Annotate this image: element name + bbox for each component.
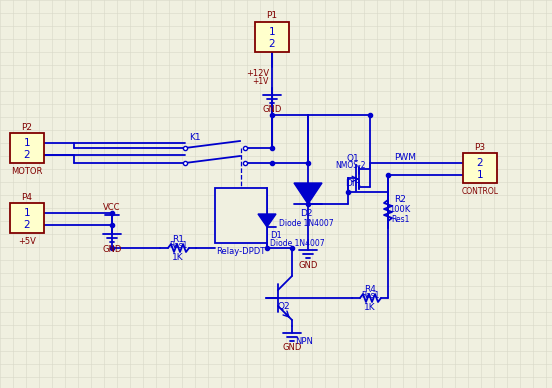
Text: +5V: +5V — [18, 237, 36, 246]
Text: R4: R4 — [364, 284, 376, 293]
Text: 100K: 100K — [389, 206, 411, 215]
Text: NPN: NPN — [295, 336, 313, 345]
Text: GND: GND — [298, 260, 318, 270]
Text: K1: K1 — [189, 133, 201, 142]
Text: R1: R1 — [172, 234, 184, 244]
Bar — [10, 203, 44, 233]
Text: 2: 2 — [477, 158, 484, 168]
Text: Res1: Res1 — [169, 241, 187, 251]
Text: 2: 2 — [269, 39, 275, 49]
Text: 2: 2 — [24, 150, 30, 160]
Text: NMOS-2: NMOS-2 — [335, 161, 365, 170]
Text: P2: P2 — [22, 123, 33, 132]
Text: Relay-DPDT: Relay-DPDT — [216, 246, 266, 256]
Text: VCC: VCC — [103, 203, 121, 213]
Text: Q1: Q1 — [347, 154, 359, 163]
Text: 1K: 1K — [364, 303, 376, 312]
Text: P4: P4 — [22, 192, 33, 201]
Text: Res1: Res1 — [391, 215, 409, 225]
Text: MOTOR: MOTOR — [11, 166, 43, 175]
Text: Diode 1N4007: Diode 1N4007 — [270, 239, 325, 248]
Text: Res1: Res1 — [361, 291, 379, 300]
Text: GND: GND — [102, 244, 121, 253]
Bar — [10, 133, 44, 163]
Polygon shape — [258, 214, 276, 227]
Text: 1: 1 — [477, 170, 484, 180]
Bar — [255, 22, 289, 52]
Text: D2: D2 — [300, 210, 312, 218]
Text: +12V: +12V — [246, 69, 269, 78]
Text: D1: D1 — [270, 230, 282, 239]
Text: Q2: Q2 — [278, 301, 290, 310]
Text: +1V: +1V — [253, 78, 269, 87]
Text: 1K: 1K — [172, 253, 184, 263]
Text: P3: P3 — [474, 142, 486, 151]
Bar — [215, 188, 267, 243]
Text: R2: R2 — [394, 196, 406, 204]
Polygon shape — [294, 183, 322, 204]
Text: 2: 2 — [24, 220, 30, 230]
Text: GND: GND — [262, 106, 282, 114]
Text: P1: P1 — [267, 12, 278, 21]
Bar — [463, 153, 497, 183]
Text: 1: 1 — [24, 208, 30, 218]
Text: 1: 1 — [24, 138, 30, 148]
Text: GND: GND — [282, 343, 302, 353]
Text: DIR: DIR — [345, 178, 361, 187]
Text: PWM: PWM — [394, 154, 416, 163]
Text: Diode 1N4007: Diode 1N4007 — [279, 220, 333, 229]
Text: 1: 1 — [269, 27, 275, 37]
Text: CONTROL: CONTROL — [461, 187, 498, 196]
